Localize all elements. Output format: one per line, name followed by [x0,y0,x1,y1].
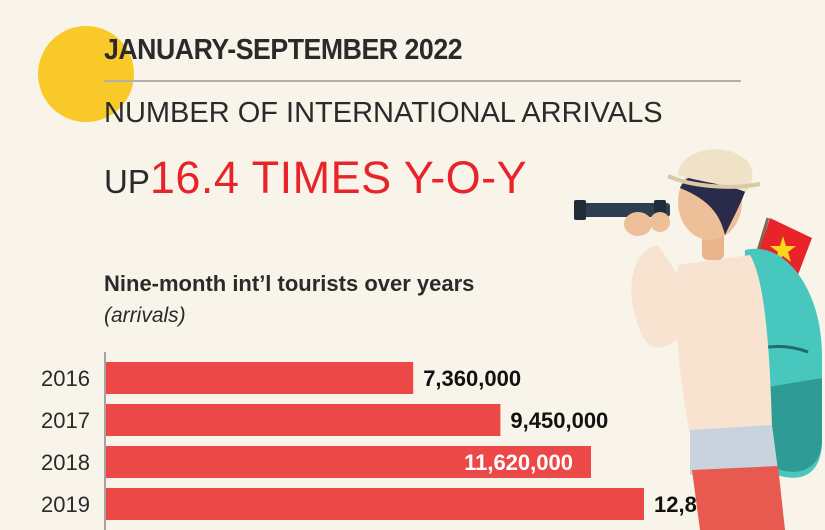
chart-unit: (arrivals) [104,304,186,327]
bar-2017 [106,404,501,436]
category-label: 2016 [41,366,90,391]
bar-2018 [106,446,591,478]
value-label: 11,620,000 [464,450,573,475]
category-label: 2017 [41,408,90,433]
period-headline: JANUARY-SEPTEMBER 2022 [104,34,463,66]
category-label: 2019 [41,492,90,517]
bar-2019 [106,488,644,520]
up-word: UP [104,163,150,200]
sun-circle-decoration [38,26,134,122]
subtitle: NUMBER OF INTERNATIONAL ARRIVALS [104,97,663,129]
header-divider [104,80,741,82]
traveler-illustration [574,149,822,530]
category-label: 2018 [41,450,90,475]
value-label: 9,450,000 [510,408,608,433]
growth-highlight: 16.4 TIMES Y-O-Y [149,152,528,203]
traveler-figure [574,149,785,530]
bar-2016 [106,362,414,394]
value-label: 7,360,000 [423,366,521,391]
growth-headline: UP16.4 TIMES Y-O-Y [104,152,527,204]
chart-title: Nine-month int’l tourists over years [104,271,475,296]
